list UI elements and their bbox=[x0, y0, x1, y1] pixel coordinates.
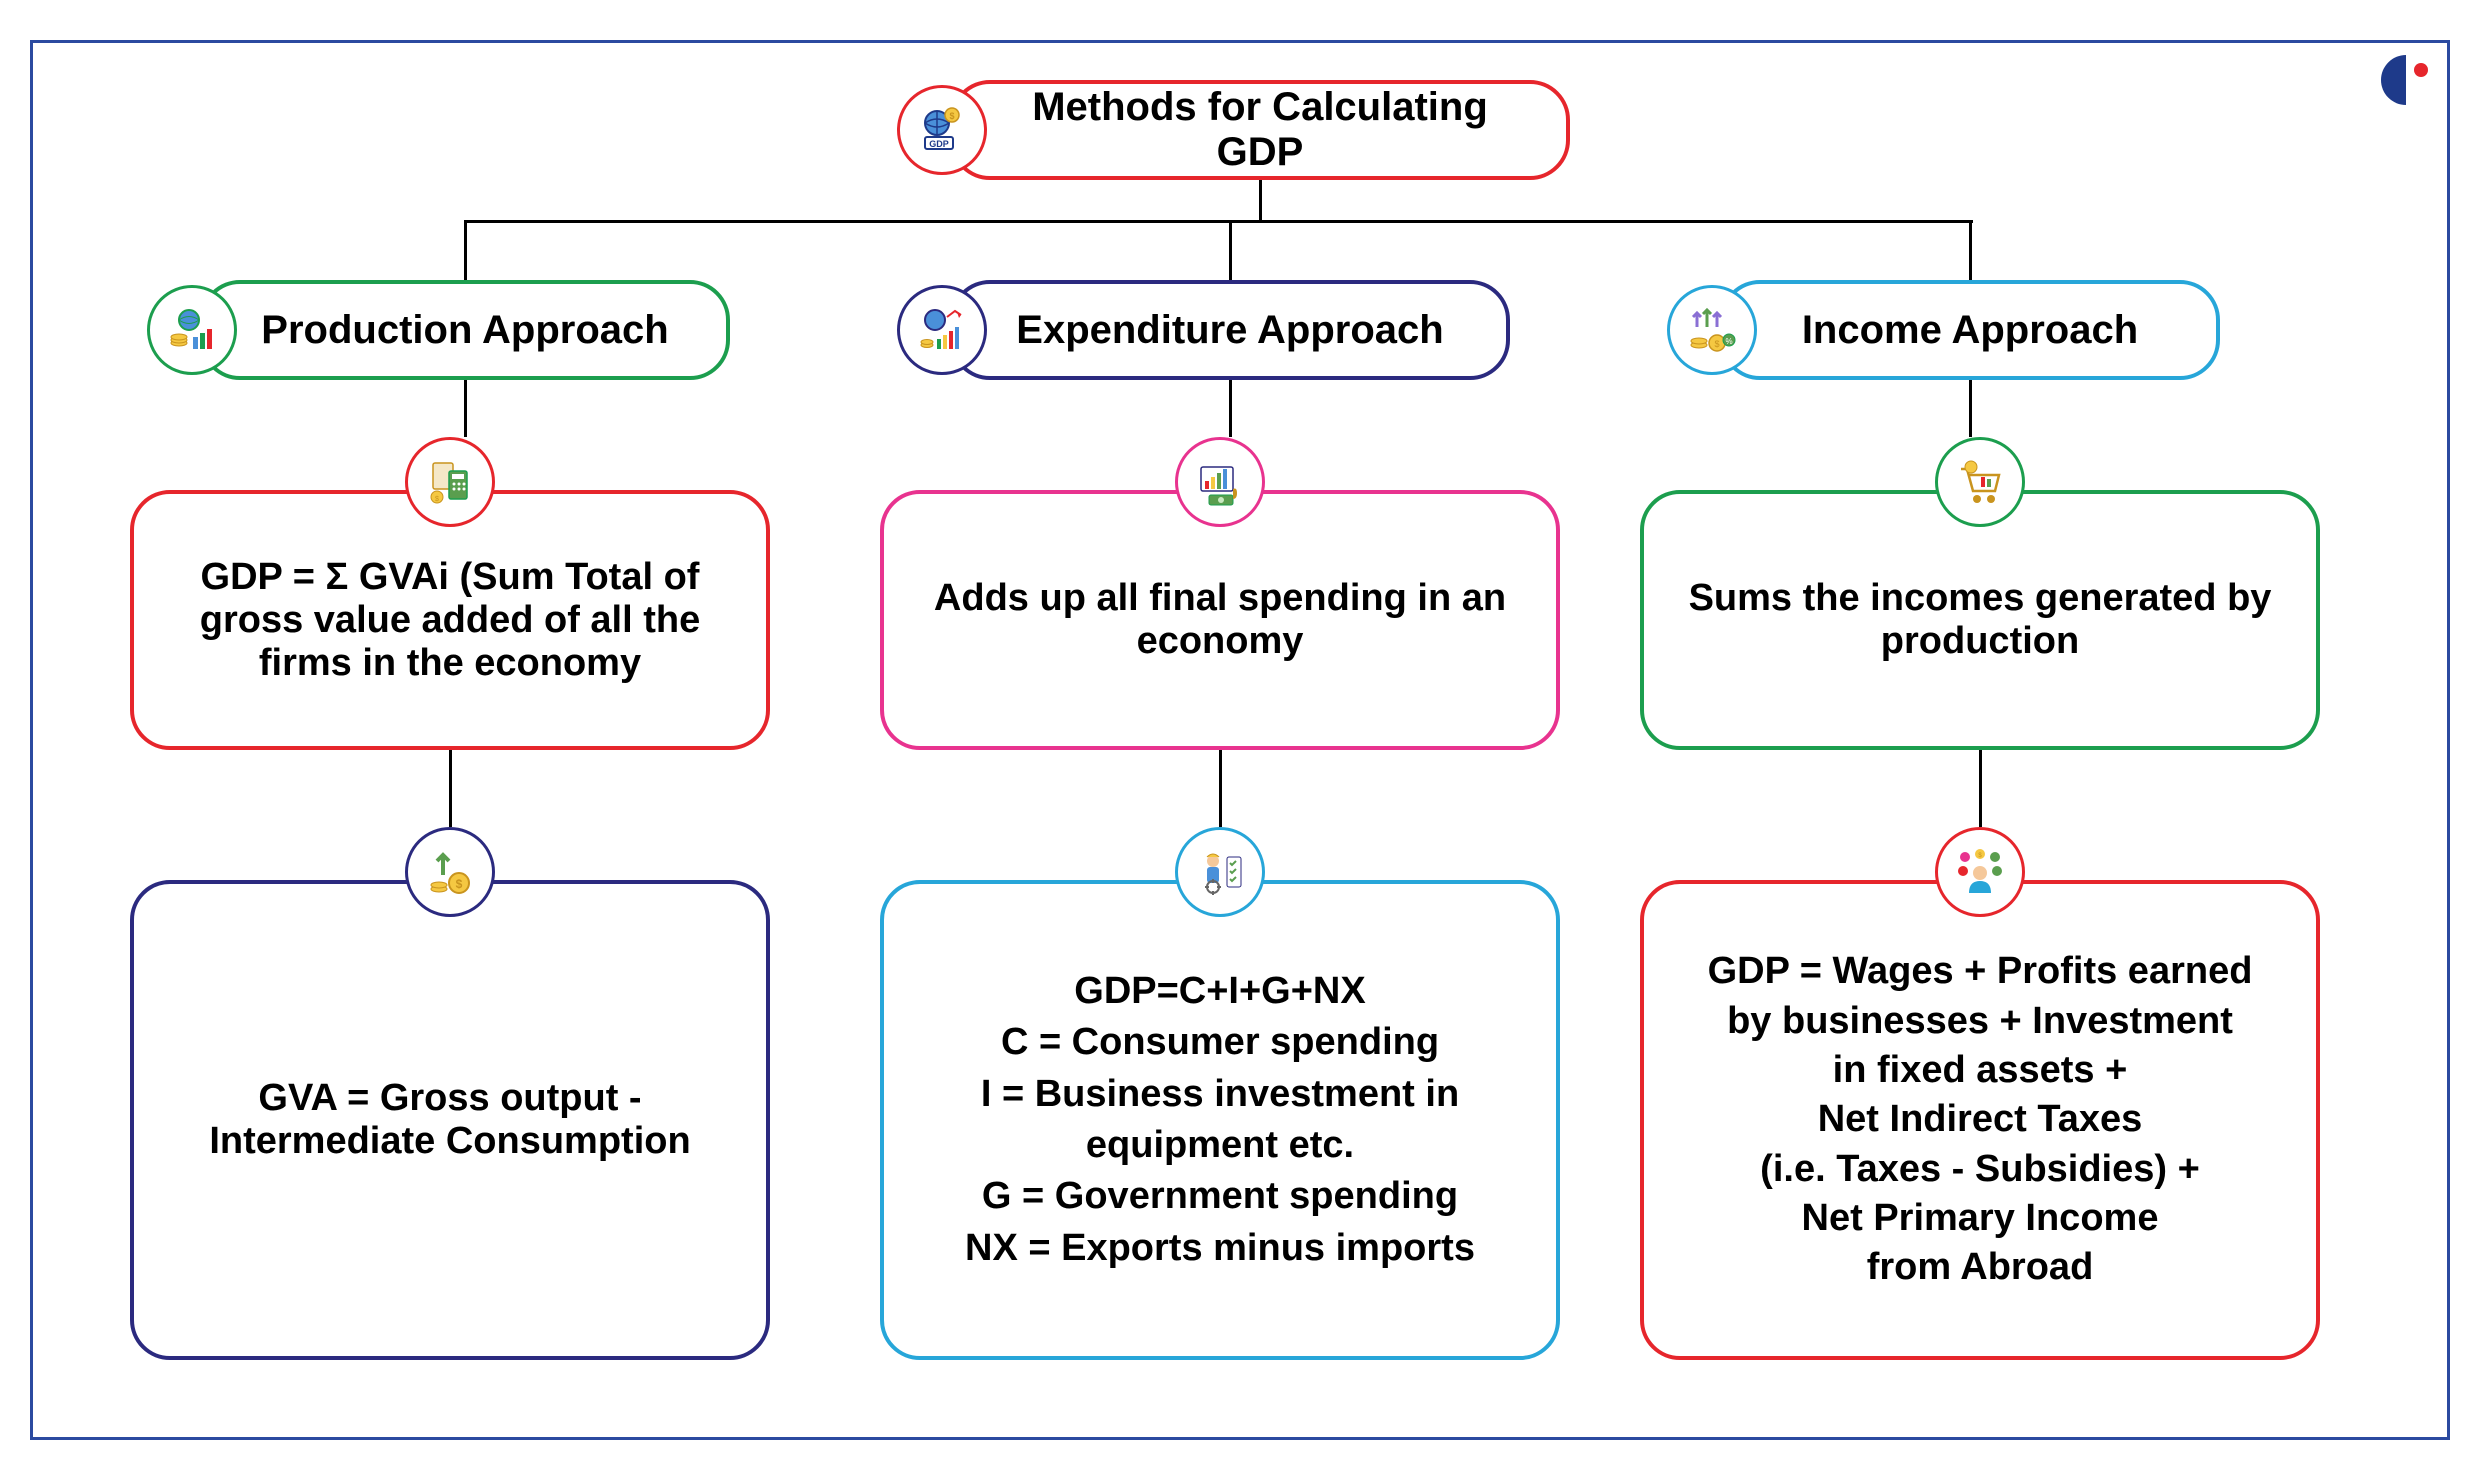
chart-money-icon bbox=[1175, 437, 1265, 527]
expenditure-header-text: Expenditure Approach bbox=[1016, 308, 1443, 353]
svg-text:$: $ bbox=[456, 877, 463, 891]
gdp-icon: $ GDP bbox=[897, 85, 987, 175]
production-box1: GDP = Σ GVAi (Sum Total of gross value a… bbox=[130, 490, 770, 750]
income-header-text: Income Approach bbox=[1802, 308, 2138, 353]
expenditure-box1-text: Adds up all final spending in an economy bbox=[924, 577, 1516, 663]
svg-text:$: $ bbox=[949, 111, 954, 121]
worker-icon bbox=[1175, 827, 1265, 917]
svg-text:$: $ bbox=[435, 496, 439, 503]
arrows-coins-icon: $ % bbox=[1667, 285, 1757, 375]
svg-text:%: % bbox=[1725, 337, 1732, 346]
income-box1-text: Sums the incomes generated by production bbox=[1684, 577, 2276, 663]
title-text: Methods for Calculating GDP bbox=[994, 85, 1526, 175]
expenditure-header: Expenditure Approach bbox=[950, 280, 1510, 380]
svg-text:GDP: GDP bbox=[929, 139, 949, 149]
expenditure-box2-text: GDP=C+I+G+NXC = Consumer spendingI = Bus… bbox=[924, 966, 1516, 1274]
production-header-text: Production Approach bbox=[261, 308, 668, 353]
production-header: Production Approach bbox=[200, 280, 730, 380]
production-box1-text: GDP = Σ GVAi (Sum Total of gross value a… bbox=[174, 556, 726, 685]
title-node: Methods for Calculating GDP bbox=[950, 80, 1570, 180]
production-box2: GVA = Gross output - Intermediate Consum… bbox=[130, 880, 770, 1360]
person-badges-icon: $ bbox=[1935, 827, 2025, 917]
expenditure-box1: Adds up all final spending in an economy bbox=[880, 490, 1560, 750]
expenditure-box2: GDP=C+I+G+NXC = Consumer spendingI = Bus… bbox=[880, 880, 1560, 1360]
logo-icon bbox=[2376, 50, 2436, 110]
income-box2: GDP = Wages + Profits earnedby businesse… bbox=[1640, 880, 2320, 1360]
cart-icon bbox=[1935, 437, 2025, 527]
svg-text:$: $ bbox=[1714, 339, 1719, 349]
globe-chart-icon bbox=[897, 285, 987, 375]
income-box1: Sums the incomes generated by production bbox=[1640, 490, 2320, 750]
calculator-icon: $ bbox=[405, 437, 495, 527]
production-box2-text: GVA = Gross output - Intermediate Consum… bbox=[174, 1077, 726, 1163]
income-header: Income Approach bbox=[1720, 280, 2220, 380]
coin-up-icon: $ bbox=[405, 827, 495, 917]
income-box2-text: GDP = Wages + Profits earnedby businesse… bbox=[1708, 947, 2253, 1293]
globe-coins-icon bbox=[147, 285, 237, 375]
